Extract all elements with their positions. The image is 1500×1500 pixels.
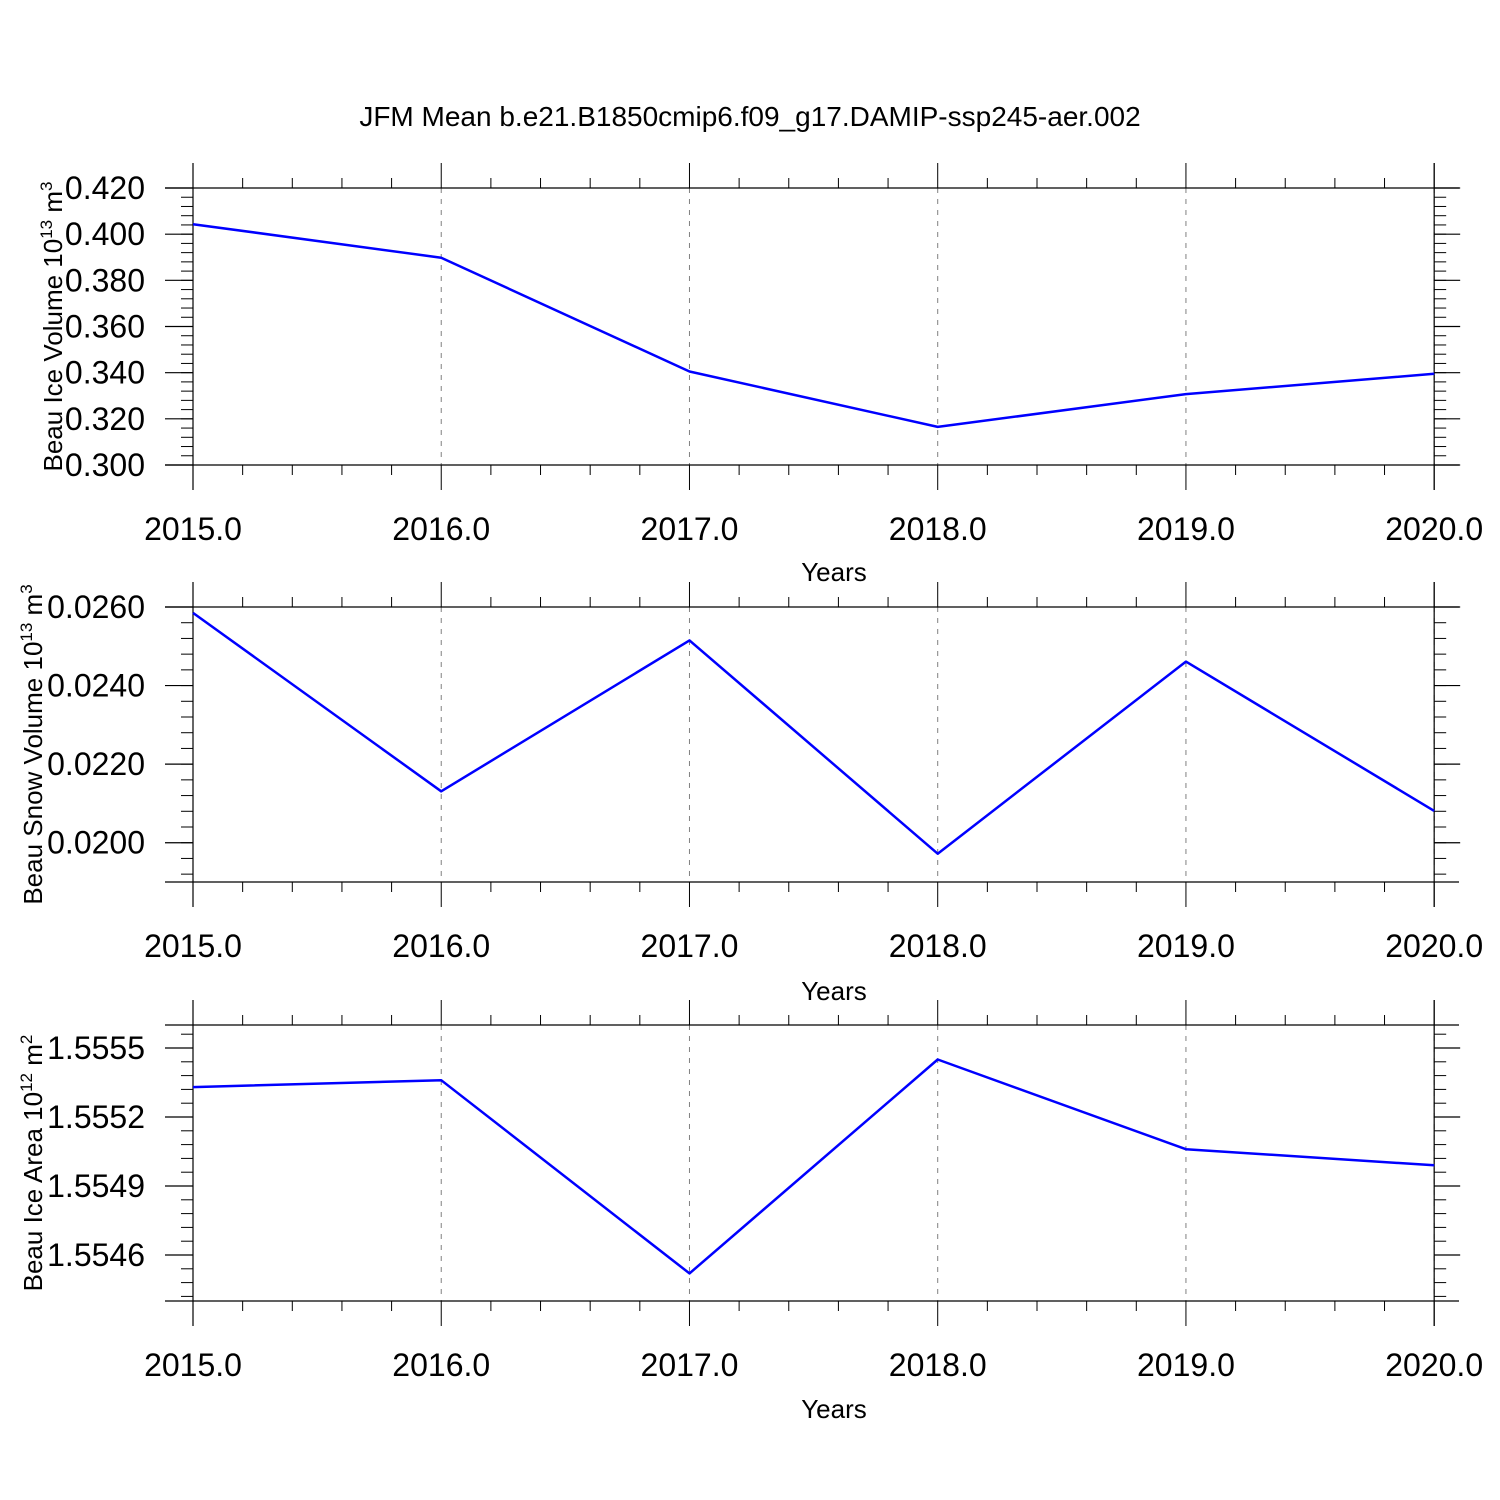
- x-tick-label: 2015.0: [144, 511, 242, 547]
- y-axis-label: Beau Snow Volume 1013 m3: [17, 584, 48, 904]
- figure-title: JFM Mean b.e21.B1850cmip6.f09_g17.DAMIP-…: [359, 101, 1140, 132]
- y-tick-label: 0.320: [65, 401, 145, 437]
- x-tick-label: 2018.0: [889, 511, 987, 547]
- x-tick-label: 2020.0: [1385, 511, 1483, 547]
- y-tick-label: 1.5549: [47, 1168, 145, 1204]
- y-tick-label: 1.5555: [47, 1030, 145, 1066]
- chart-panel-3: 2015.0 2016.0 2017.0 2018.0 2019.0 2020.0 Year…: [17, 1000, 1483, 1424]
- y-axis-label: Beau Ice Area 1012 m2: [17, 1035, 48, 1292]
- x-tick-label: 2018.0: [889, 928, 987, 964]
- x-tick-label: 2015.0: [144, 928, 242, 964]
- y-tick-label: 0.340: [65, 355, 145, 391]
- y-tick-label: 0.0220: [47, 746, 145, 782]
- y-tick-label: 0.400: [65, 216, 145, 252]
- y-tick-label: 0.0260: [47, 589, 145, 625]
- y-tick-label: 0.380: [65, 262, 145, 298]
- series-line: [192, 611, 1435, 855]
- x-axis-label: Years: [801, 976, 867, 1006]
- y-tick-label: 0.300: [65, 447, 145, 483]
- y-tick-label: 0.420: [65, 170, 145, 206]
- y-axis-label: Beau Ice Volume 1013 m3: [37, 182, 68, 472]
- x-tick-label: 2020.0: [1385, 1347, 1483, 1383]
- x-tick-label: 2015.0: [144, 1347, 242, 1383]
- x-tick-label: 2020.0: [1385, 928, 1483, 964]
- x-tick-label: 2019.0: [1137, 928, 1235, 964]
- series-line: [192, 222, 1435, 429]
- x-tick-label: 2016.0: [392, 1347, 490, 1383]
- y-tick-label: 0.0200: [47, 825, 145, 861]
- y-tick-label: 1.5546: [47, 1237, 145, 1273]
- x-tick-label: 2019.0: [1137, 1347, 1235, 1383]
- x-tick-label: 2016.0: [392, 928, 490, 964]
- chart-panel-1: 2015.0 2016.0 2017.0 2018.0 2019.0 2020.0 Year…: [37, 163, 1483, 587]
- y-tick-label: 1.5552: [47, 1099, 145, 1135]
- chart-panel-2: 2015.0 2016.0 2017.0 2018.0 2019.0 2020.0 Year…: [17, 582, 1483, 1006]
- x-tick-label: 2018.0: [889, 1347, 987, 1383]
- y-tick-label: 0.360: [65, 309, 145, 345]
- y-tick-label: 0.0240: [47, 668, 145, 704]
- x-tick-label: 2017.0: [641, 511, 739, 547]
- x-tick-label: 2019.0: [1137, 511, 1235, 547]
- x-axis-label: Years: [801, 557, 867, 587]
- x-tick-label: 2016.0: [392, 511, 490, 547]
- x-tick-label: 2017.0: [641, 1347, 739, 1383]
- series-line: [192, 1058, 1435, 1275]
- x-axis-label: Years: [801, 1394, 867, 1424]
- x-tick-label: 2017.0: [641, 928, 739, 964]
